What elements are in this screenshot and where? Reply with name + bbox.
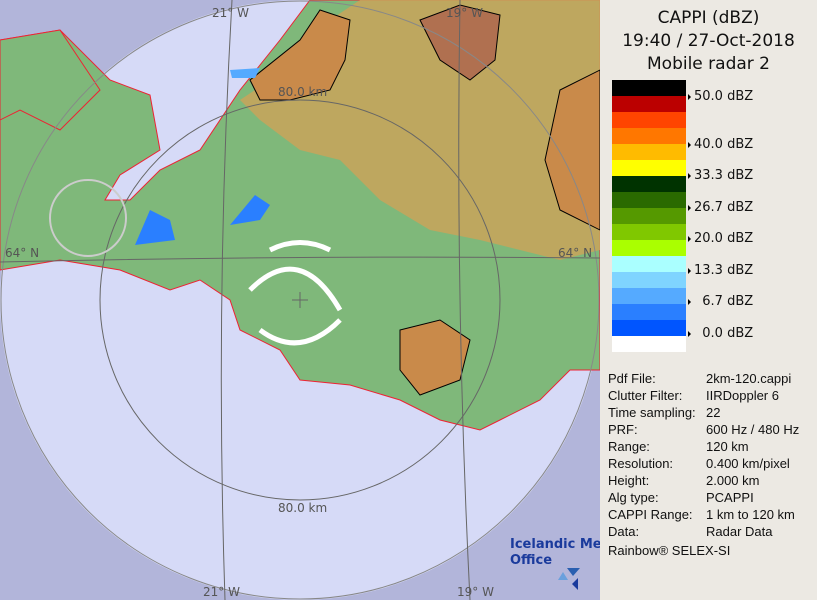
metadata-value: 120 km [706, 439, 749, 454]
metadata-value: 1 km to 120 km [706, 507, 795, 522]
radar-name: Mobile radar 2 [647, 54, 770, 74]
metadata-value: 2.000 km [706, 473, 760, 488]
metadata-row: PRF: 600 Hz / 480 Hz [608, 422, 799, 437]
legend-swatch [612, 224, 686, 240]
lon-label-21w-top: 21° W [212, 6, 249, 20]
legend-label: 50.0 dBZ [688, 89, 753, 104]
legend-swatch [612, 240, 686, 256]
metadata-key: Time sampling: [608, 405, 696, 420]
metadata-row: Height: 2.000 km [608, 473, 759, 488]
legend-swatch [612, 160, 686, 176]
echo [230, 68, 260, 78]
legend-swatch [612, 96, 686, 112]
legend-swatch [612, 320, 686, 336]
legend-label: 13.3 dBZ [688, 263, 753, 278]
metadata-row: Clutter Filter: IIRDoppler 6 [608, 388, 779, 403]
legend-label: 33.3 dBZ [688, 168, 753, 183]
range-label-top: 80.0 km [278, 85, 327, 99]
legend-swatch [612, 144, 686, 160]
metadata-key: Data: [608, 524, 640, 539]
footer-credit: Rainbow® SELEX-SI [608, 543, 731, 558]
metadata-row: Range: 120 km [608, 439, 749, 454]
glacier [544, 69, 600, 231]
metadata-row: CAPPI Range: 1 km to 120 km [608, 507, 795, 522]
radar-site-icon [292, 292, 308, 308]
legend-label: 6.7 dBZ [688, 294, 753, 309]
legend-label: 0.0 dBZ [688, 326, 753, 341]
lon-label-19w-top: 19° W [446, 6, 483, 20]
lat-label-right: 64° N [558, 246, 592, 260]
metadata-key: Height: [608, 473, 650, 488]
lat-label-left: 64° N [5, 246, 39, 260]
echo [135, 210, 175, 245]
metadata-key: Range: [608, 439, 650, 454]
metadata-row: Alg type: PCAPPI [608, 490, 754, 505]
range-ring-80km [99, 99, 501, 501]
logo-line2: Office [510, 553, 553, 568]
range-limit [0, 0, 600, 600]
metadata-row: Time sampling: 22 [608, 405, 720, 420]
echo [230, 195, 270, 225]
metadata-value: PCAPPI [706, 490, 754, 505]
legend-swatch [612, 336, 686, 352]
range-label-bottom: 80.0 km [278, 501, 327, 515]
legend-swatch [612, 256, 686, 272]
metadata-value: 22 [706, 405, 721, 420]
metadata-key: CAPPI Range: [608, 507, 693, 522]
metadata-row: Data: Radar Data [608, 524, 772, 539]
legend-swatch [612, 128, 686, 144]
metadata-row: Pdf File: 2km-120.cappi [608, 371, 791, 386]
metadata-value: IIRDoppler 6 [706, 388, 779, 403]
logo-line1: Icelandic Met [510, 537, 608, 552]
legend-swatch [612, 208, 686, 224]
glacier [399, 319, 471, 396]
info-panel: CAPPI (dBZ) 19:40 / 27-Oct-2018 Mobile r… [600, 0, 817, 600]
legend-swatch [612, 176, 686, 192]
metadata-value: 2km-120.cappi [706, 371, 792, 386]
clutter-rings [248, 240, 343, 346]
metadata-key: PRF: [608, 422, 638, 437]
legend-swatch [612, 192, 686, 208]
lon-label-19w-bottom: 19° W [457, 585, 494, 599]
legend-swatch [612, 288, 686, 304]
product-title: CAPPI (dBZ) [657, 8, 760, 28]
metadata-value: Radar Data [706, 524, 773, 539]
metadata-key: Resolution: [608, 456, 674, 471]
legend-label: 40.0 dBZ [688, 137, 753, 152]
land-west-peninsula [0, 29, 101, 131]
legend-swatch [612, 80, 686, 96]
lon-label-21w-bottom: 21° W [203, 585, 240, 599]
metadata-key: Alg type: [608, 490, 659, 505]
imo-logo-icon [558, 568, 580, 590]
timestamp: 19:40 / 27-Oct-2018 [622, 31, 795, 51]
parallel-64n [0, 256, 600, 263]
imo-logo: Icelandic Met Office [510, 537, 608, 569]
metadata-key: Clutter Filter: [608, 388, 683, 403]
legend-swatch [612, 112, 686, 128]
secondary-radar-ring [49, 179, 127, 257]
metadata-key: Pdf File: [608, 371, 656, 386]
legend-swatch [612, 272, 686, 288]
legend-label: 26.7 dBZ [688, 200, 753, 215]
meridian-19w [458, 0, 471, 600]
meridian-21w [220, 0, 233, 600]
legend-label: 20.0 dBZ [688, 231, 753, 246]
legend-swatch [612, 304, 686, 320]
radar-map[interactable]: 21° W 19° W 21° W 19° W 64° N 64° N 80.0… [0, 0, 600, 600]
metadata-row: Resolution: 0.400 km/pixel [608, 456, 790, 471]
glacier [249, 9, 351, 101]
metadata-value: 0.400 km/pixel [706, 456, 790, 471]
metadata-value: 600 Hz / 480 Hz [706, 422, 800, 437]
